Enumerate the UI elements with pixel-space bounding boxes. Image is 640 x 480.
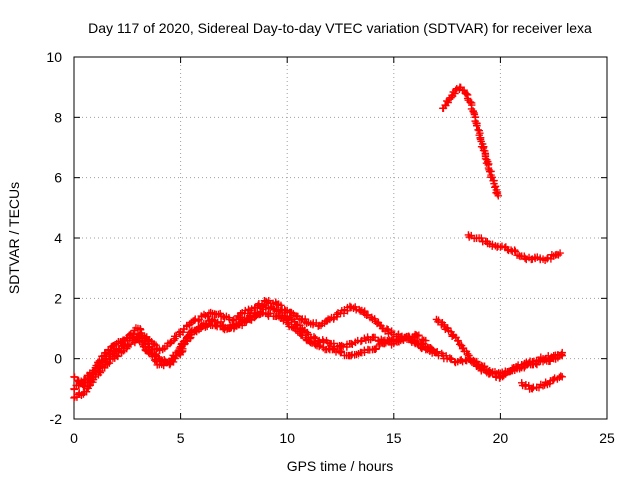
data-point (277, 301, 285, 310)
data-point (225, 324, 233, 333)
data-point (413, 339, 422, 348)
data-point (112, 351, 121, 360)
y-tick-label: 4 (54, 230, 62, 246)
data-point (172, 332, 181, 340)
series-track-d (432, 315, 566, 382)
data-point (444, 324, 452, 332)
data-point (179, 328, 187, 336)
series-track-g (464, 231, 564, 265)
data-point (337, 347, 345, 356)
y-tick-label: 10 (46, 49, 62, 65)
data-point (266, 309, 275, 318)
data-point (432, 348, 441, 357)
data-point (185, 331, 193, 339)
data-point (101, 364, 109, 372)
data-point (187, 327, 195, 336)
data-point (319, 338, 328, 346)
series-track-c (70, 303, 430, 402)
data-point (476, 134, 484, 142)
data-point (444, 98, 452, 107)
data-point (494, 192, 502, 200)
data-point (85, 382, 94, 390)
grid-lines (74, 57, 607, 419)
series-track-b (70, 309, 441, 391)
x-tick-label: 0 (70, 430, 78, 446)
data-point (253, 308, 262, 317)
data-point (558, 373, 566, 381)
data-point (525, 381, 533, 390)
data-point (384, 330, 393, 338)
x-tick-label: 25 (599, 430, 615, 446)
data-point (105, 359, 114, 367)
y-axis-label: SDTVAR / TECUs (6, 182, 22, 294)
data-point (556, 249, 564, 257)
y-tick-label: 0 (54, 351, 62, 367)
data-point (347, 351, 355, 360)
data-point (459, 344, 468, 352)
data-point (333, 313, 341, 321)
data-point (518, 379, 526, 387)
data-point (395, 338, 403, 346)
data-point (467, 231, 475, 240)
data-point (301, 315, 309, 323)
data-point (70, 385, 79, 394)
data-point (148, 345, 157, 353)
data-point (547, 255, 555, 263)
data-point (521, 254, 529, 262)
x-tick-label: 15 (386, 430, 402, 446)
data-point (463, 90, 471, 98)
data-point (152, 357, 160, 366)
x-tick-label: 10 (279, 430, 295, 446)
data-point (415, 331, 423, 339)
data-point (127, 340, 135, 348)
data-point (558, 348, 566, 357)
data-point (418, 344, 426, 353)
data-point (316, 338, 324, 347)
data-point (550, 374, 559, 382)
x-axis-label: GPS time / hours (287, 458, 394, 474)
data-point (473, 122, 481, 130)
data-point (513, 365, 521, 373)
data-point (357, 337, 365, 346)
axis-ticks: 0 5 10 15 20 25 -2 0 2 4 6 8 10 (46, 49, 615, 446)
y-tick-label: 2 (54, 290, 62, 306)
data-marks (70, 83, 566, 402)
data-point (114, 352, 122, 361)
x-tick-label: 20 (493, 430, 509, 446)
data-point (422, 336, 430, 345)
data-point (70, 373, 79, 381)
data-point (544, 254, 552, 262)
y-tick-label: -2 (50, 411, 63, 427)
data-point (518, 361, 526, 369)
data-point (105, 350, 114, 359)
data-point (383, 325, 391, 333)
data-point (447, 355, 456, 363)
series-track-e (518, 372, 566, 393)
data-point (511, 247, 519, 256)
x-tick-label: 5 (177, 430, 185, 446)
data-point (465, 351, 473, 360)
data-point (371, 345, 380, 353)
data-point (522, 380, 530, 389)
data-point (434, 316, 443, 324)
data-point (470, 109, 478, 117)
y-tick-label: 6 (54, 170, 62, 186)
data-point (204, 313, 212, 321)
data-point (70, 394, 78, 402)
chart-title: Day 117 of 2020, Sidereal Day-to-day VTE… (88, 20, 592, 36)
data-point (491, 182, 500, 190)
data-point (351, 303, 359, 311)
series-track-f (439, 83, 502, 200)
y-tick-label: 8 (54, 109, 62, 125)
data-point (371, 333, 379, 342)
data-point (219, 324, 227, 333)
